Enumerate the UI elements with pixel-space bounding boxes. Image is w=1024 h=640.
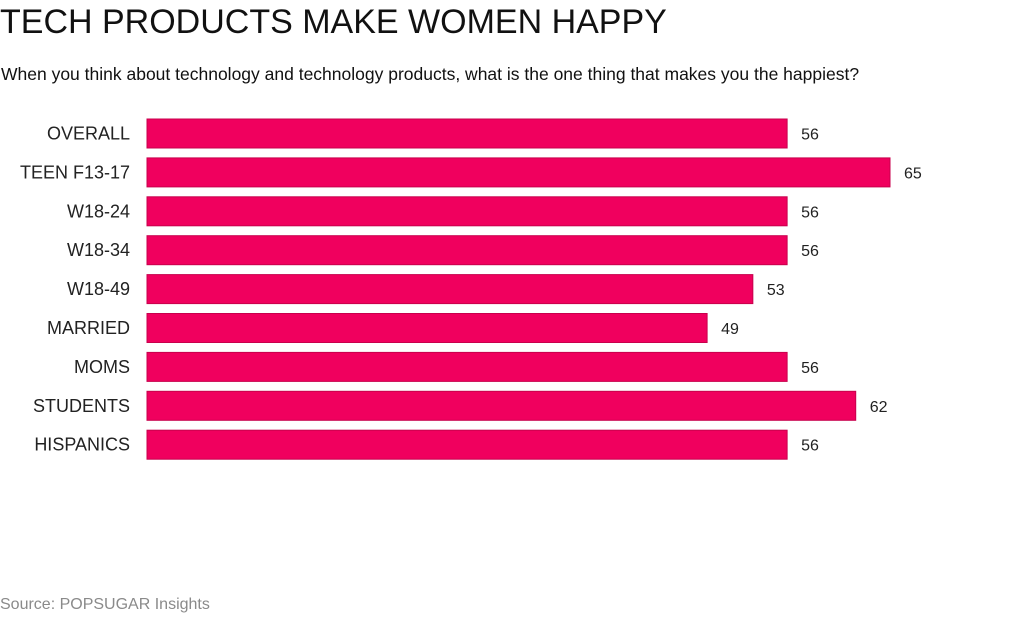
value-label: 65 [904,165,922,182]
category-label: MARRIED [47,318,130,338]
bar [146,313,708,343]
bar [146,157,891,188]
category-label: TEEN F13-17 [20,162,130,182]
bar [146,118,788,149]
bar [146,351,788,382]
bar [146,274,754,305]
category-label: HISPANICS [34,435,130,455]
bar-row: HISPANICS 56 [34,429,819,460]
chart-subtitle: When you think about technology and tech… [1,64,860,84]
bar-row: TEEN F13-17 65 [20,157,922,188]
bar-row: W18-34 56 [67,235,819,266]
bar-row: STUDENTS 62 [33,390,888,421]
bar [146,235,788,266]
bar-row: OVERALL 56 [47,118,819,149]
bar-row: MARRIED 49 [47,313,739,343]
category-label: MOMS [74,357,130,377]
bar [146,196,788,227]
category-label: W18-24 [67,201,130,221]
category-label: STUDENTS [33,396,130,416]
value-label: 56 [801,204,819,221]
value-label: 53 [767,282,785,299]
value-label: 56 [801,438,819,455]
bar-row: W18-24 56 [67,196,819,227]
value-label: 49 [721,321,739,338]
bar-row: W18-49 53 [67,274,785,305]
value-label: 62 [870,399,888,416]
value-label: 56 [801,243,819,260]
category-label: W18-34 [67,240,130,260]
source-note: Source: POPSUGAR Insights [0,596,210,613]
bar-row: MOMS 56 [74,351,819,382]
value-label: 56 [801,127,819,144]
bar [146,390,857,421]
category-label: W18-49 [67,279,130,299]
bar [146,429,788,460]
value-label: 56 [801,360,819,377]
category-label: OVERALL [47,124,130,144]
chart-title: TECH PRODUCTS MAKE WOMEN HAPPY [0,3,667,41]
